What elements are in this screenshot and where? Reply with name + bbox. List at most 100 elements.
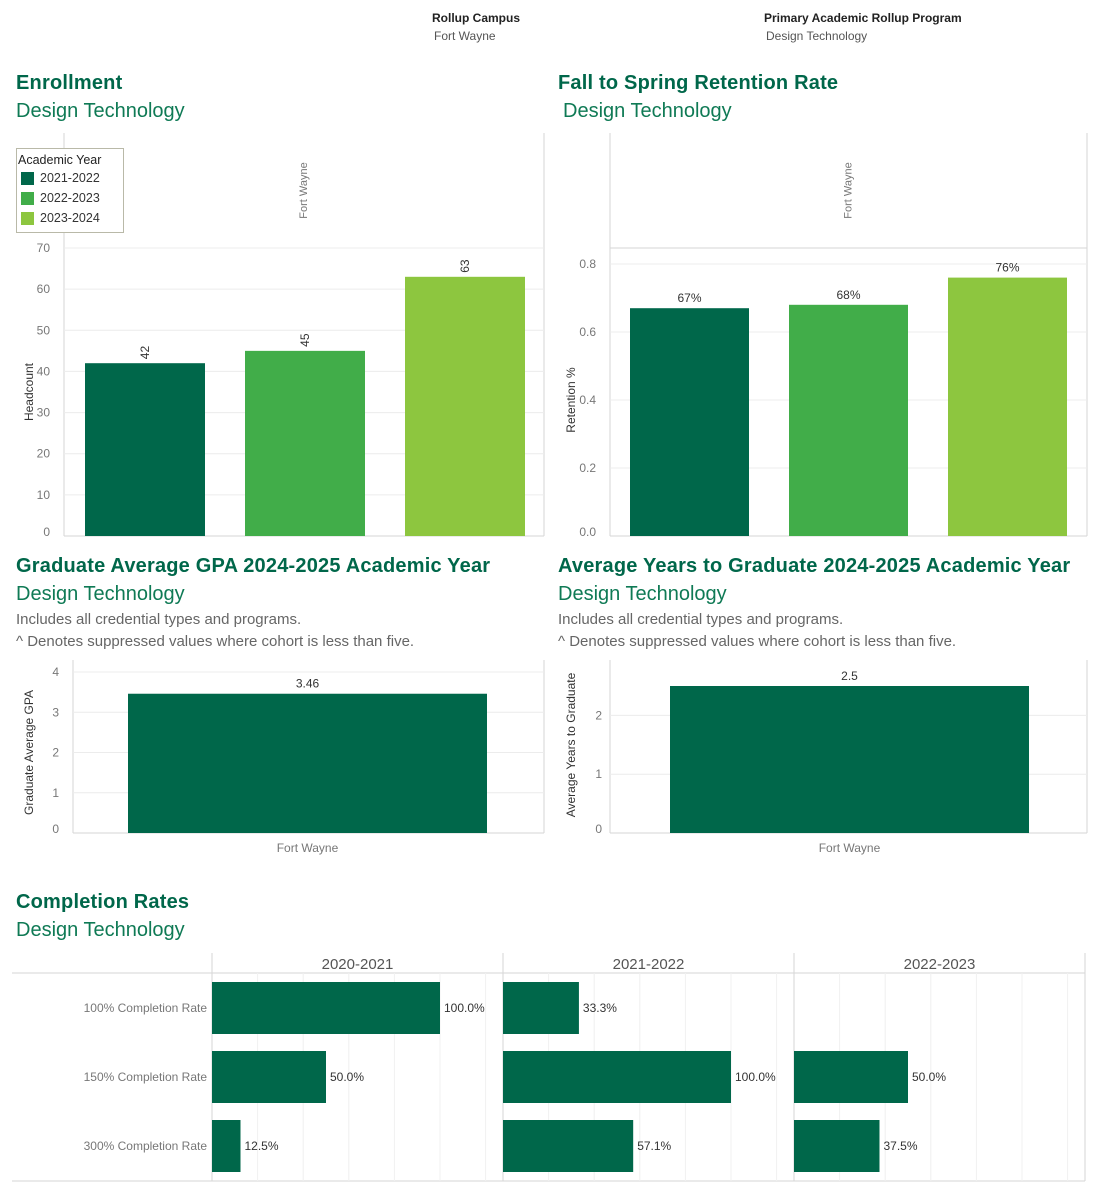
gpa-subtitle: Design Technology <box>16 583 185 605</box>
y-tick-label: 0.4 <box>579 393 596 407</box>
legend-item-label: 2021-2022 <box>40 171 100 185</box>
legend-item-label: 2023-2024 <box>40 211 100 225</box>
y-tick-label: 0 <box>43 525 50 539</box>
data-label: 76% <box>995 261 1019 275</box>
retention-chart: Fort Wayne 0.0 0.2 0.4 0.6 0.8 Retention % 67% 6… <box>564 133 1088 539</box>
y-tick-label: 2 <box>52 746 59 760</box>
column-header: 2022-2023 <box>904 956 976 973</box>
y-tick-label: 0.6 <box>579 325 596 339</box>
bar <box>670 686 1029 833</box>
y-tick-label: 4 <box>52 665 59 679</box>
data-label: 45 <box>298 333 312 347</box>
y-tick-label: 0.0 <box>579 525 596 539</box>
gpa-chart: 0 1 2 3 4 Graduate Average GPA 3.46 Fort Wayne <box>22 660 545 855</box>
bar <box>948 277 1067 536</box>
data-label: 37.5% <box>884 1139 918 1153</box>
bar <box>405 276 525 536</box>
data-label: 2.5 <box>841 669 858 683</box>
y-tick-label: 40 <box>37 364 51 378</box>
data-label: 100.0% <box>444 1001 485 1015</box>
data-label: 67% <box>677 291 701 305</box>
y-axis-title: Headcount <box>22 362 36 421</box>
bar <box>245 350 365 536</box>
legend-swatch <box>21 211 34 225</box>
legend-item-label: 2022-2023 <box>40 191 100 205</box>
gpa-note-suppressed: ^ Denotes suppressed values where cohort… <box>16 633 415 650</box>
legend-title: Academic Year <box>18 153 102 167</box>
y-tick-label: 70 <box>37 241 51 255</box>
bar <box>794 1120 880 1172</box>
data-label: 50.0% <box>912 1070 946 1084</box>
program-filter-value[interactable]: Design Technology <box>766 29 868 43</box>
bar <box>85 363 205 536</box>
column-header: 2020-2021 <box>322 956 394 973</box>
data-label: 100.0% <box>735 1070 776 1084</box>
data-label: 68% <box>836 288 860 302</box>
enrollment-chart: Fort Wayne 0 10 20 30 40 50 60 70 Headcount 42 45 63 <box>22 133 545 539</box>
campus-filter-value[interactable]: Fort Wayne <box>434 29 496 43</box>
legend-item-2022-2023[interactable]: 2022-2023 <box>17 188 117 208</box>
column-header: 2021-2022 <box>613 956 685 973</box>
years-chart: 0 1 2 Average Years to Graduate 2.5 Fort Wayn… <box>564 660 1088 855</box>
y-tick-label: 30 <box>37 406 51 420</box>
x-tick-label: Fort Wayne <box>819 841 881 855</box>
x-tick-label: Fort Wayne <box>277 841 339 855</box>
data-label: 3.46 <box>296 677 320 691</box>
years-subtitle: Design Technology <box>558 583 727 605</box>
data-label: 63 <box>458 259 472 273</box>
completion-chart: 2020-2021 2021-2022 2022-2023 100% Completi… <box>12 953 1086 1182</box>
completion-title: Completion Rates <box>16 891 190 913</box>
y-tick-label: 0.8 <box>579 257 596 271</box>
y-tick-label: 20 <box>37 447 51 461</box>
bar <box>128 693 487 833</box>
program-filter-label: Primary Academic Rollup Program <box>764 11 962 25</box>
retention-title: Fall to Spring Retention Rate <box>558 72 839 94</box>
academic-year-legend[interactable]: Academic Year 2021-2022 2022-2023 2023-2… <box>16 148 124 233</box>
years-note-credentials: Includes all credential types and progra… <box>558 611 844 628</box>
bar <box>212 1120 241 1172</box>
panel-header-label: Fort Wayne <box>298 162 310 218</box>
bar <box>212 1051 326 1103</box>
row-label: 150% Completion Rate <box>84 1070 208 1084</box>
y-tick-label: 2 <box>595 708 602 722</box>
y-tick-label: 1 <box>52 786 59 800</box>
gpa-note-credentials: Includes all credential types and progra… <box>16 611 302 628</box>
y-axis-title: Graduate Average GPA <box>22 690 36 815</box>
y-axis-title: Average Years to Graduate <box>564 672 578 817</box>
campus-filter-label: Rollup Campus <box>432 11 521 25</box>
enrollment-subtitle: Design Technology <box>16 100 185 122</box>
bar <box>794 1051 908 1103</box>
years-title: Average Years to Graduate 2024-2025 Acad… <box>558 555 1071 577</box>
bar <box>212 982 440 1034</box>
data-label: 12.5% <box>245 1139 279 1153</box>
y-tick-label: 0 <box>595 822 602 836</box>
retention-subtitle: Design Technology <box>563 100 732 122</box>
panel-header-label: Fort Wayne <box>843 162 855 218</box>
legend-swatch <box>21 191 34 205</box>
row-label: 100% Completion Rate <box>84 1001 208 1015</box>
data-label: 33.3% <box>583 1001 617 1015</box>
y-tick-label: 3 <box>52 705 59 719</box>
row-label: 300% Completion Rate <box>84 1139 208 1153</box>
y-tick-label: 50 <box>37 323 51 337</box>
bar <box>503 982 579 1034</box>
y-tick-label: 60 <box>37 282 51 296</box>
y-axis-title: Retention % <box>564 367 578 433</box>
data-label: 57.1% <box>637 1139 671 1153</box>
completion-subtitle: Design Technology <box>16 919 185 941</box>
legend-item-2023-2024[interactable]: 2023-2024 <box>17 208 117 228</box>
legend-swatch <box>21 171 34 185</box>
y-tick-label: 0 <box>52 822 59 836</box>
bar <box>503 1051 731 1103</box>
y-tick-label: 0.2 <box>579 461 596 475</box>
enrollment-title: Enrollment <box>16 72 123 94</box>
y-tick-label: 1 <box>595 767 602 781</box>
years-note-suppressed: ^ Denotes suppressed values where cohort… <box>558 633 957 650</box>
gpa-title: Graduate Average GPA 2024-2025 Academic … <box>16 555 491 577</box>
bar <box>503 1120 634 1172</box>
data-label: 50.0% <box>330 1070 364 1084</box>
legend-item-2021-2022[interactable]: 2021-2022 <box>17 168 117 188</box>
data-label: 42 <box>138 346 152 360</box>
y-tick-label: 10 <box>37 488 51 502</box>
bar <box>789 304 908 536</box>
